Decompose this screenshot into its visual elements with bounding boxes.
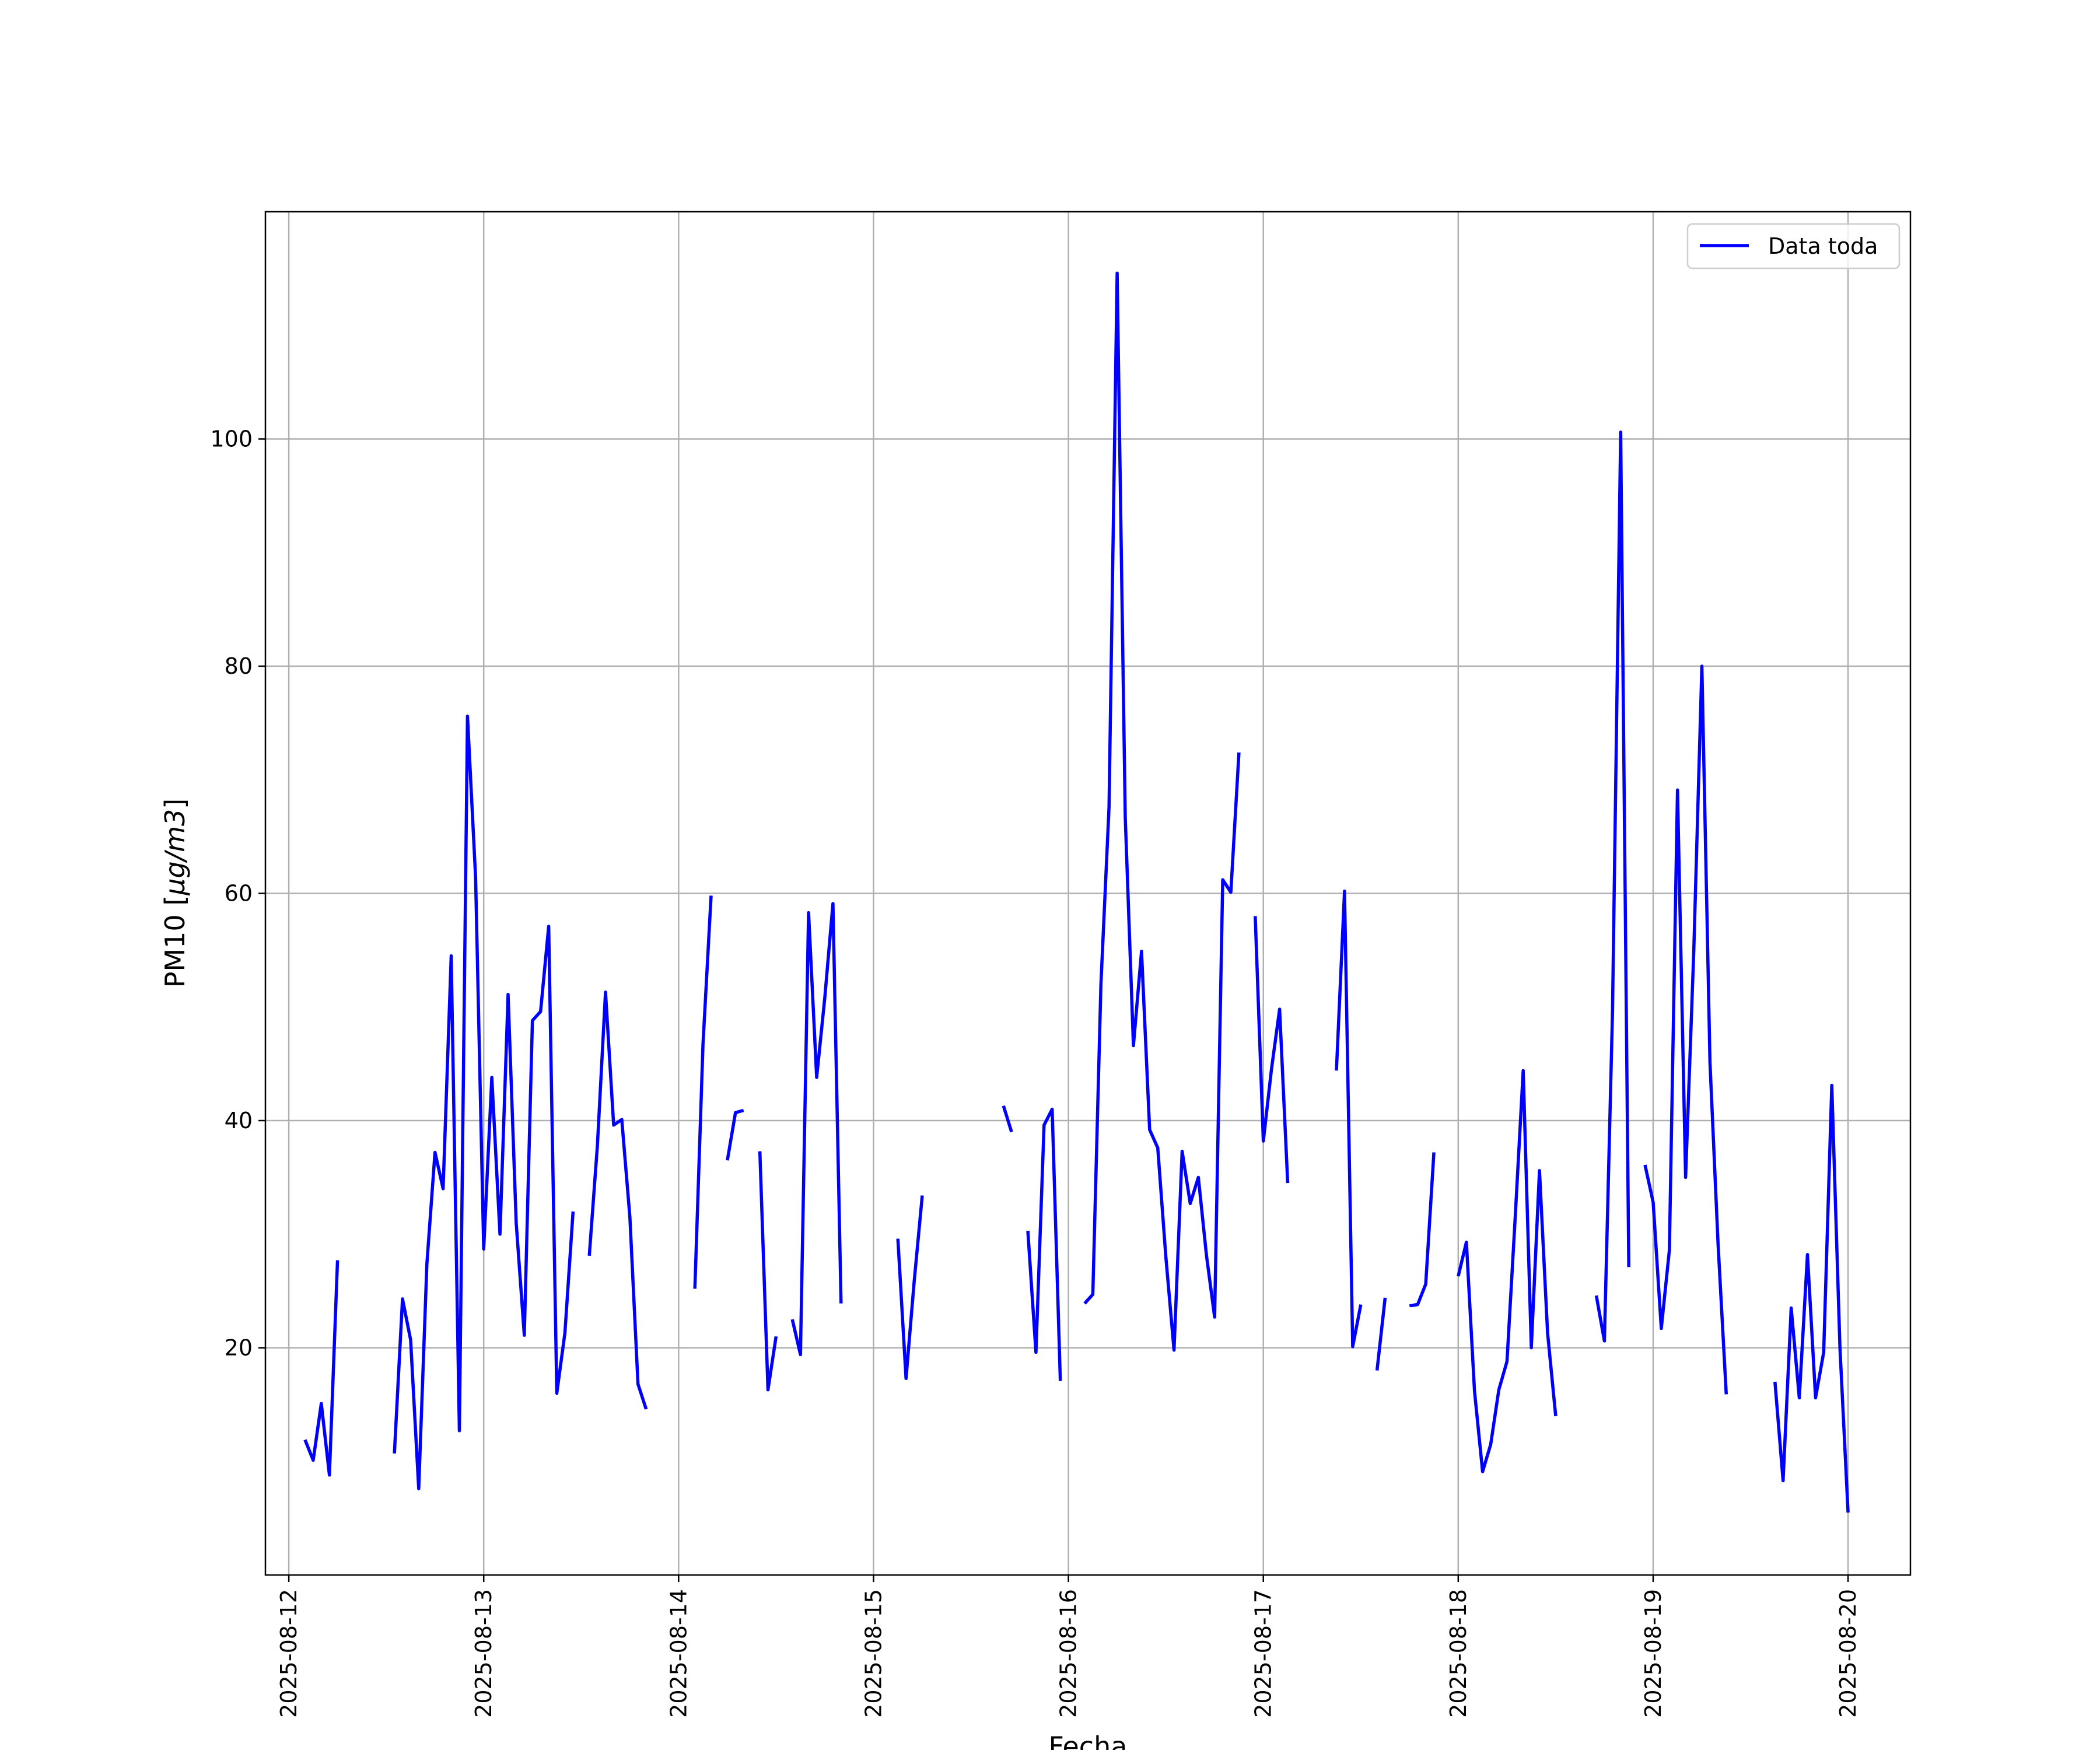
series-line-segment — [1335, 889, 1363, 1349]
x-tick-label: 2025-08-17 — [1251, 1589, 1276, 1718]
y-tick-label: 60 — [225, 881, 253, 907]
legend-label: Data toda — [1768, 233, 1878, 259]
y-tick-label: 20 — [225, 1335, 253, 1361]
series-line-segment — [1773, 1083, 1850, 1513]
series-layer — [303, 271, 1850, 1513]
series-line-segment — [303, 1260, 340, 1477]
y-tick-label: 100 — [210, 426, 253, 452]
series-line-segment — [1643, 664, 1728, 1395]
series-line-segment — [1409, 1152, 1436, 1308]
x-tick-label: 2025-08-18 — [1446, 1589, 1471, 1718]
grid — [265, 212, 1910, 1575]
x-axis-ticks: 2025-08-12 2025-08-13 2025-08-14 2025-08-15… — [276, 1575, 1861, 1718]
series-line-segment — [1594, 430, 1630, 1343]
series-line-segment — [1375, 1297, 1387, 1371]
x-tick-label: 2025-08-13 — [471, 1589, 496, 1718]
series-line-segment — [587, 991, 648, 1410]
series-line-segment — [693, 895, 713, 1289]
series-line-segment — [1457, 1069, 1558, 1474]
legend-box — [1686, 223, 1901, 270]
series-line-segment — [1083, 271, 1241, 1352]
y-axis-label: PM10 [μg/m3] — [159, 799, 191, 988]
x-tick-label: 2025-08-20 — [1835, 1589, 1861, 1718]
y-tick-label: 40 — [225, 1108, 253, 1133]
x-tick-label: 2025-08-12 — [276, 1589, 302, 1718]
series-line-segment — [726, 1108, 744, 1161]
y-tick-label: 80 — [225, 653, 253, 679]
x-tick-label: 2025-08-15 — [860, 1589, 886, 1718]
series-line-segment — [393, 714, 575, 1490]
series-line-segment — [758, 1151, 778, 1392]
x-axis-label: Fecha — [1049, 1731, 1128, 1750]
y-axis-ticks: 20 40 60 80 100 — [210, 426, 265, 1361]
series-line-segment — [1002, 1105, 1013, 1133]
series-line-segment — [1254, 916, 1290, 1184]
x-tick-label: 2025-08-14 — [666, 1589, 691, 1718]
x-tick-label: 2025-08-16 — [1056, 1589, 1082, 1718]
series-line-segment — [896, 1195, 924, 1380]
series-line-segment — [1026, 1107, 1062, 1381]
legend: Data toda — [1686, 223, 1901, 270]
series-line-segment — [790, 902, 843, 1356]
x-tick-label: 2025-08-19 — [1640, 1589, 1666, 1718]
